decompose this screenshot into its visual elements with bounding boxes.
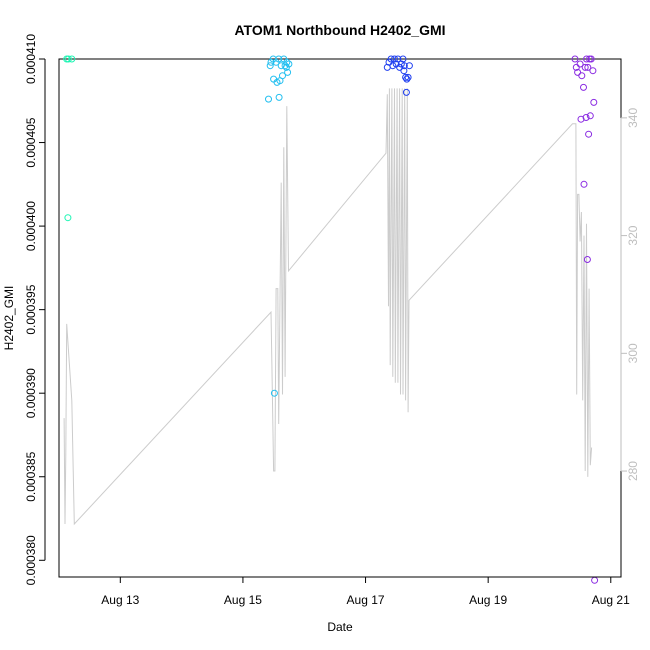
data-point-s3-19 [591,576,599,584]
x-tick-label-3: Aug 19 [469,593,507,607]
x-tick-label-2: Aug 17 [347,593,385,607]
x-tick-label-4: Aug 21 [592,593,630,607]
data-point-s3-7 [583,55,590,63]
data-point-s0-1 [64,55,72,63]
secondary-line-layer [63,88,593,526]
data-point-s2-15 [400,67,408,75]
chart-title: ATOM1 Northbound H2402_GMI [234,22,445,38]
data-point-s1-14 [281,62,289,70]
data-point-s0-3 [64,214,72,222]
data-point-s1-7 [284,68,292,76]
data-point-s1-16 [265,95,272,103]
data-point-s3-4 [578,72,586,80]
data-point-s3-6 [581,63,589,71]
secondary-series-line [63,88,593,526]
left-tick-label-4: 0.000400 [24,201,38,251]
data-point-s2-7 [396,63,404,71]
x-tick-label-1: Aug 15 [224,593,262,607]
data-point-s2-12 [403,75,411,83]
data-point-s3-15 [577,115,585,123]
data-point-s3-2 [574,68,582,76]
data-point-s1-18 [270,389,278,397]
data-point-s3-0 [571,55,579,63]
data-point-s2-9 [399,55,407,63]
data-point-s3-18 [583,256,591,263]
y-axis-label: H2402_GMI [2,286,16,351]
scatter-points-layer [63,55,599,584]
data-point-s1-13 [279,72,286,80]
data-point-s2-3 [389,62,397,70]
x-axis-label: Date [327,620,353,634]
data-point-s3-17 [580,180,588,188]
data-point-s2-4 [391,55,398,63]
data-point-s1-17 [275,93,283,101]
data-point-s2-16 [402,88,410,96]
data-point-s1-8 [285,60,293,68]
data-point-s3-10 [587,55,595,63]
data-point-s0-2 [68,55,76,63]
data-point-s1-10 [270,75,278,83]
data-point-s3-16 [585,130,593,138]
plot-area-box [58,58,622,578]
data-point-s3-5 [580,83,587,91]
left-tick-label-5: 0.000405 [24,117,38,167]
data-point-s1-15 [283,58,291,66]
right-tick-label-1: 300 [626,343,640,363]
data-point-s3-11 [589,67,597,75]
data-point-s2-11 [402,73,410,81]
data-point-s3-13 [586,112,594,120]
data-point-s2-2 [387,55,395,63]
left-tick-label-2: 0.000390 [24,368,38,418]
data-point-s2-14 [405,62,413,70]
data-point-s2-13 [404,73,412,81]
data-point-s3-12 [590,98,598,106]
left-tick-label-0: 0.000380 [24,535,38,585]
right-tick-label-3: 340 [626,108,640,128]
data-point-s1-9 [266,62,274,70]
right-tick-label-0: 280 [626,461,640,481]
right-y-axis: 280 300 320 340 [620,108,640,481]
data-point-s3-3 [576,60,584,68]
left-y-axis: 0.000380 0.000385 0.000390 0.000395 0.000400… [24,34,46,585]
right-tick-label-2: 320 [626,225,640,245]
data-point-s1-3 [275,55,283,63]
left-tick-label-6: 0.000410 [24,34,38,84]
left-tick-label-3: 0.000395 [24,284,38,334]
data-point-s2-10 [400,62,408,70]
x-axis: Aug 13 Aug 15 Aug 17 Aug 19 Aug 21 [101,576,630,607]
data-point-s3-8 [584,63,592,71]
left-tick-label-1: 0.000385 [24,451,38,501]
data-point-s2-6 [394,55,402,63]
x-tick-label-0: Aug 13 [101,593,139,607]
